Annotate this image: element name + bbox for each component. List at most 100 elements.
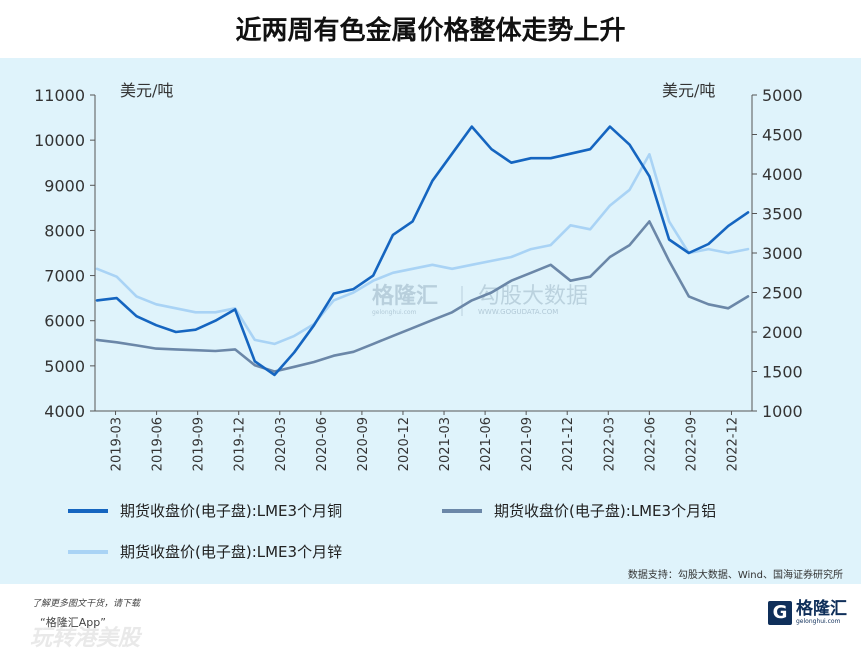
series-point-2: [490, 260, 493, 262]
series-point-1: [135, 344, 138, 347]
right-tick-label: 4000: [762, 165, 803, 184]
series-point-2: [254, 339, 256, 341]
series-point-0: [352, 288, 355, 290]
series-point-1: [549, 264, 552, 266]
series-point-0: [411, 220, 414, 223]
chart-title: 近两周有色金属价格整体走势上升: [0, 0, 861, 58]
series-point-0: [194, 328, 197, 331]
x-tick-label: 2019-06: [151, 417, 166, 471]
right-tick-label: 1000: [762, 402, 803, 421]
series-point-1: [254, 364, 256, 367]
series-point-2: [569, 224, 572, 227]
series-point-0: [589, 148, 591, 150]
series-point-1: [451, 311, 453, 314]
x-tick-label: 2021-03: [438, 417, 453, 471]
series-point-2: [707, 248, 710, 250]
series-point-0: [332, 292, 335, 295]
footer: [0, 584, 861, 670]
series-point-0: [609, 125, 611, 128]
right-axis-unit: 美元/吨: [662, 81, 715, 100]
slogan-watermark: 玩转港美股: [30, 626, 141, 651]
series-line-2: [95, 153, 750, 346]
series-point-2: [352, 291, 355, 294]
series-point-2: [510, 256, 513, 258]
series-point-0: [96, 299, 98, 302]
series-point-0: [510, 161, 513, 164]
right-tick-label: 3500: [762, 205, 803, 224]
left-tick-label: 7000: [44, 267, 85, 286]
legend-copper: 期货收盘价(电子盘):LME3个月铜: [68, 500, 342, 521]
series-point-1: [115, 341, 118, 344]
series-point-1: [688, 295, 690, 298]
download-hint: 了解更多图文干货，请下载: [32, 599, 141, 609]
x-tick-label: 2021-12: [561, 417, 576, 471]
series-point-1: [431, 319, 434, 321]
x-tick-label: 2022-03: [602, 417, 617, 471]
legend-copper-swatch: [68, 508, 108, 513]
series-point-2: [747, 248, 749, 250]
series-point-1: [234, 348, 236, 351]
series-point-2: [668, 220, 670, 223]
x-tick-label: 2020-06: [315, 417, 330, 471]
series-point-2: [549, 244, 552, 246]
series-point-2: [293, 335, 296, 337]
series-point-0: [490, 148, 493, 150]
series-point-0: [234, 308, 236, 311]
left-tick-label: 10000: [34, 131, 85, 150]
series-point-1: [352, 351, 355, 353]
series-point-0: [727, 225, 730, 227]
x-tick-label: 2022-09: [684, 417, 699, 471]
left-tick-label: 6000: [44, 312, 85, 331]
x-tick-label: 2019-03: [110, 417, 125, 471]
legend-copper-label: 期货收盘价(电子盘):LME3个月铜: [120, 502, 343, 520]
left-tick-label: 8000: [44, 221, 85, 240]
series-point-0: [293, 351, 296, 354]
right-tick-label: 4500: [762, 126, 803, 145]
line-chart: 4000 5000 6000 7000 8000 9000 10000 11000 1000 15…: [34, 81, 803, 471]
series-point-1: [747, 295, 749, 298]
series-point-0: [372, 274, 375, 277]
watermark-brand-url: gelonghui.com: [372, 309, 417, 316]
series-point-1: [155, 347, 157, 350]
series-point-2: [727, 252, 730, 254]
series-point-1: [727, 307, 730, 310]
series-point-0: [451, 152, 453, 155]
brand-logo-text: 格隆汇: [796, 599, 847, 619]
series-point-0: [569, 152, 572, 155]
left-tick-label: 11000: [34, 86, 85, 105]
series-point-1: [471, 299, 473, 302]
series-point-1: [628, 244, 631, 246]
series-point-2: [628, 189, 631, 191]
series-point-2: [273, 343, 276, 345]
series-point-0: [628, 143, 631, 146]
series-point-2: [648, 153, 651, 156]
x-tick-label: 2020-09: [356, 417, 371, 471]
series-point-2: [372, 279, 375, 282]
legend-zinc-label: 期货收盘价(电子盘):LME3个月锌: [120, 543, 343, 561]
series-point-1: [293, 366, 296, 368]
legend-aluminum-label: 期货收盘价(电子盘):LME3个月铝: [494, 502, 717, 520]
series-point-0: [530, 157, 532, 159]
series-point-2: [194, 311, 197, 314]
brand-logo[interactable]: G 格隆汇 gelonghui.com: [768, 600, 847, 625]
watermark-partner: 勾股大数据: [478, 284, 588, 309]
x-tick-label: 2021-06: [479, 417, 494, 471]
x-tick-label: 2019-12: [233, 417, 248, 471]
series-point-1: [411, 327, 414, 329]
series-point-0: [214, 319, 217, 322]
x-tick-label: 2022-06: [643, 417, 658, 471]
series-point-0: [313, 324, 315, 327]
series-point-2: [115, 275, 118, 278]
x-tick-label: 2022-12: [725, 417, 740, 471]
series-point-2: [609, 204, 611, 207]
series-point-2: [451, 268, 453, 270]
brand-logo-icon: G: [768, 600, 792, 625]
series-point-1: [707, 303, 710, 306]
series-point-0: [668, 238, 670, 241]
series-point-1: [214, 350, 217, 352]
series-point-1: [273, 370, 276, 373]
series-point-2: [530, 248, 532, 250]
series-point-2: [431, 264, 434, 266]
series-point-2: [332, 299, 335, 302]
left-tick-label: 4000: [44, 402, 85, 421]
